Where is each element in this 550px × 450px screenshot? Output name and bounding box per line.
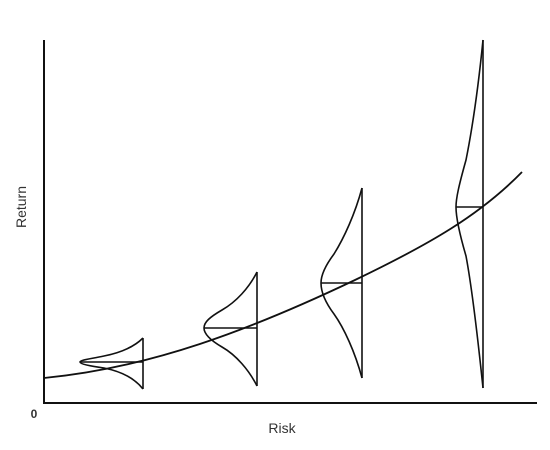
- return-distribution-1: [79, 337, 144, 390]
- return-distribution-2: [203, 271, 258, 387]
- return-distribution-4: [455, 39, 484, 389]
- x-axis-title: Risk: [268, 420, 296, 436]
- return-distribution-3: [320, 187, 363, 379]
- origin-label: 0: [31, 407, 38, 421]
- risk-return-curve: [43, 171, 523, 379]
- y-axis-title: Return: [13, 186, 29, 228]
- distribution-2-bell-curve: [203, 271, 258, 387]
- distribution-4-bell-curve: [455, 39, 484, 389]
